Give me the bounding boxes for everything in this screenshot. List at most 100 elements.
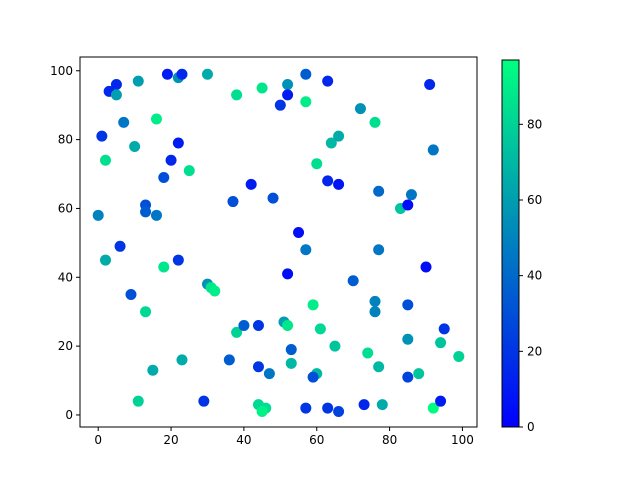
data-point xyxy=(252,361,264,373)
plot-frame xyxy=(79,56,478,428)
x-tick-label: 20 xyxy=(163,433,178,447)
data-point xyxy=(285,344,297,356)
data-point xyxy=(267,192,279,204)
colorbar-tick-label: 40 xyxy=(527,269,542,283)
data-point xyxy=(274,99,286,111)
data-point xyxy=(227,196,239,208)
colorbar-axis: 0 20 40 60 80 xyxy=(519,117,542,434)
data-point xyxy=(373,361,385,373)
data-point xyxy=(307,371,319,383)
data-point xyxy=(402,371,414,383)
y-tick-label: 100 xyxy=(50,64,73,78)
data-point xyxy=(176,354,188,366)
data-point xyxy=(311,158,323,170)
data-point xyxy=(96,130,108,142)
data-point xyxy=(376,399,388,411)
data-point xyxy=(405,189,417,201)
data-point xyxy=(158,171,170,183)
scatter-points xyxy=(92,68,465,418)
data-point xyxy=(140,306,152,318)
data-point xyxy=(329,340,341,352)
data-point xyxy=(110,79,122,91)
data-point xyxy=(325,137,337,149)
data-point xyxy=(282,319,294,331)
y-tick-label: 20 xyxy=(58,339,73,353)
x-tick-label: 60 xyxy=(309,433,324,447)
data-point xyxy=(176,68,188,80)
data-point xyxy=(282,89,294,101)
data-point xyxy=(99,254,111,266)
data-point xyxy=(92,209,104,221)
data-point xyxy=(427,144,439,156)
data-point xyxy=(354,103,366,115)
data-point xyxy=(362,347,374,359)
data-point xyxy=(161,68,173,80)
data-point xyxy=(223,354,235,366)
x-tick-label: 100 xyxy=(451,433,474,447)
data-point xyxy=(420,261,432,273)
y-axis: 0 20 40 60 80 100 xyxy=(50,64,80,422)
data-point xyxy=(373,244,385,256)
data-point xyxy=(369,116,381,128)
data-point xyxy=(402,299,414,311)
data-point xyxy=(150,209,162,221)
data-point xyxy=(158,261,170,273)
data-point xyxy=(402,333,414,345)
y-tick-label: 0 xyxy=(65,408,73,422)
x-tick-label: 80 xyxy=(382,433,397,447)
data-point xyxy=(435,395,447,407)
data-point xyxy=(118,116,130,128)
data-point xyxy=(333,130,345,142)
data-point xyxy=(231,326,243,338)
data-point xyxy=(172,137,184,149)
colorbar-tick-label: 20 xyxy=(527,344,542,358)
data-point xyxy=(373,185,385,197)
data-point xyxy=(307,299,319,311)
data-point xyxy=(282,79,294,91)
x-tick-label: 0 xyxy=(94,433,102,447)
data-point xyxy=(438,323,450,335)
data-point xyxy=(293,227,305,239)
data-point xyxy=(147,364,159,376)
data-point xyxy=(322,402,334,414)
data-point xyxy=(114,240,126,252)
data-point xyxy=(333,178,345,190)
data-point xyxy=(132,75,144,87)
data-point xyxy=(427,402,439,414)
data-point xyxy=(256,82,268,94)
data-point xyxy=(256,406,268,418)
colorbar xyxy=(501,59,520,428)
data-point xyxy=(245,178,257,190)
data-point xyxy=(201,68,213,80)
data-point xyxy=(314,323,326,335)
data-point xyxy=(402,199,414,211)
data-point xyxy=(99,154,111,166)
data-point xyxy=(282,268,294,280)
data-point xyxy=(347,275,359,287)
data-point xyxy=(300,68,312,80)
data-point xyxy=(231,89,243,101)
data-point xyxy=(150,113,162,125)
y-tick-label: 40 xyxy=(58,270,73,284)
data-point xyxy=(125,288,137,300)
data-point xyxy=(300,244,312,256)
data-point xyxy=(183,165,195,177)
data-point xyxy=(435,337,447,349)
data-point xyxy=(263,368,275,380)
data-point xyxy=(140,206,152,218)
data-point xyxy=(198,395,210,407)
data-point xyxy=(110,89,122,101)
data-point xyxy=(209,285,221,297)
data-point xyxy=(369,295,381,307)
data-point xyxy=(333,406,345,418)
y-tick-label: 60 xyxy=(58,201,73,215)
data-point xyxy=(238,319,250,331)
data-point xyxy=(424,79,436,91)
data-point xyxy=(322,75,334,87)
data-point xyxy=(300,402,312,414)
x-axis: 0 20 40 60 80 100 xyxy=(94,427,474,447)
data-point xyxy=(132,395,144,407)
data-point xyxy=(165,154,177,166)
data-point xyxy=(358,399,370,411)
